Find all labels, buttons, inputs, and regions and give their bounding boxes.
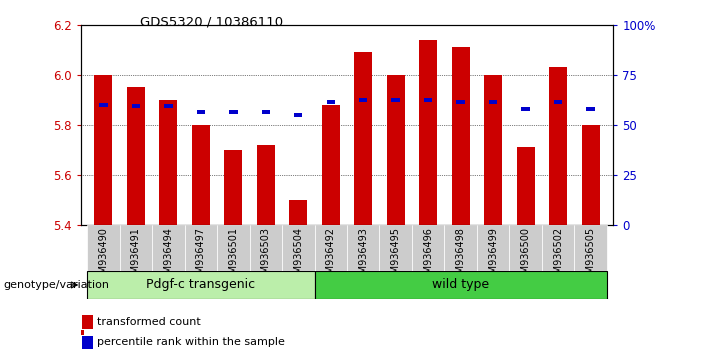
Bar — [582, 125, 599, 225]
Bar — [257, 145, 275, 225]
Bar — [282, 225, 315, 271]
Bar — [412, 225, 444, 271]
Bar — [347, 225, 379, 271]
Bar — [184, 225, 217, 271]
Bar — [82, 315, 93, 329]
Bar — [132, 104, 140, 108]
Bar — [354, 52, 372, 225]
Bar — [95, 75, 112, 225]
Text: genotype/variation: genotype/variation — [4, 280, 109, 290]
Bar — [82, 336, 93, 349]
Bar — [444, 225, 477, 271]
Bar — [250, 225, 282, 271]
Bar — [120, 225, 152, 271]
Text: GSM936495: GSM936495 — [390, 227, 401, 286]
Bar — [327, 99, 335, 103]
Bar — [315, 225, 347, 271]
Bar — [387, 75, 404, 225]
Bar — [522, 107, 530, 111]
Bar — [391, 98, 400, 102]
Bar — [261, 110, 270, 114]
Bar — [192, 125, 210, 225]
Bar — [549, 67, 567, 225]
Text: GSM936490: GSM936490 — [98, 227, 109, 286]
Bar — [574, 225, 607, 271]
Bar — [159, 100, 177, 225]
Bar — [451, 47, 470, 225]
Text: GSM936496: GSM936496 — [423, 227, 433, 286]
Bar — [294, 113, 303, 117]
Text: GSM936497: GSM936497 — [196, 227, 206, 286]
Text: GSM936498: GSM936498 — [456, 227, 465, 286]
Bar — [315, 271, 607, 299]
Bar — [99, 103, 107, 107]
Text: GSM936499: GSM936499 — [488, 227, 498, 286]
Bar — [542, 225, 574, 271]
Bar — [87, 225, 120, 271]
Bar — [164, 104, 172, 108]
Bar — [359, 98, 367, 102]
Text: GSM936491: GSM936491 — [131, 227, 141, 286]
Bar — [587, 107, 595, 111]
Text: wild type: wild type — [432, 279, 489, 291]
Bar — [419, 40, 437, 225]
Bar — [224, 150, 243, 225]
Bar — [87, 271, 315, 299]
Bar — [290, 200, 307, 225]
Text: GSM936500: GSM936500 — [521, 227, 531, 286]
Bar — [477, 225, 510, 271]
Bar — [217, 225, 250, 271]
Bar — [517, 147, 535, 225]
Bar — [510, 225, 542, 271]
Bar — [229, 110, 238, 114]
Text: GSM936505: GSM936505 — [585, 227, 596, 286]
Text: GSM936493: GSM936493 — [358, 227, 368, 286]
Bar — [489, 99, 498, 103]
Bar — [456, 99, 465, 103]
Text: percentile rank within the sample: percentile rank within the sample — [97, 337, 285, 348]
Text: Pdgf-c transgenic: Pdgf-c transgenic — [147, 279, 255, 291]
Text: GSM936504: GSM936504 — [293, 227, 304, 286]
Bar — [196, 110, 205, 114]
Bar — [484, 75, 502, 225]
Bar — [322, 105, 340, 225]
Text: GSM936503: GSM936503 — [261, 227, 271, 286]
Bar — [379, 225, 412, 271]
Text: GSM936492: GSM936492 — [326, 227, 336, 286]
Bar — [424, 98, 433, 102]
Text: GDS5320 / 10386110: GDS5320 / 10386110 — [140, 16, 283, 29]
Text: transformed count: transformed count — [97, 317, 200, 327]
Bar — [127, 87, 145, 225]
Text: GSM936501: GSM936501 — [229, 227, 238, 286]
Bar — [152, 225, 184, 271]
Text: GSM936494: GSM936494 — [163, 227, 173, 286]
Bar — [554, 99, 562, 103]
Text: GSM936502: GSM936502 — [553, 227, 563, 286]
